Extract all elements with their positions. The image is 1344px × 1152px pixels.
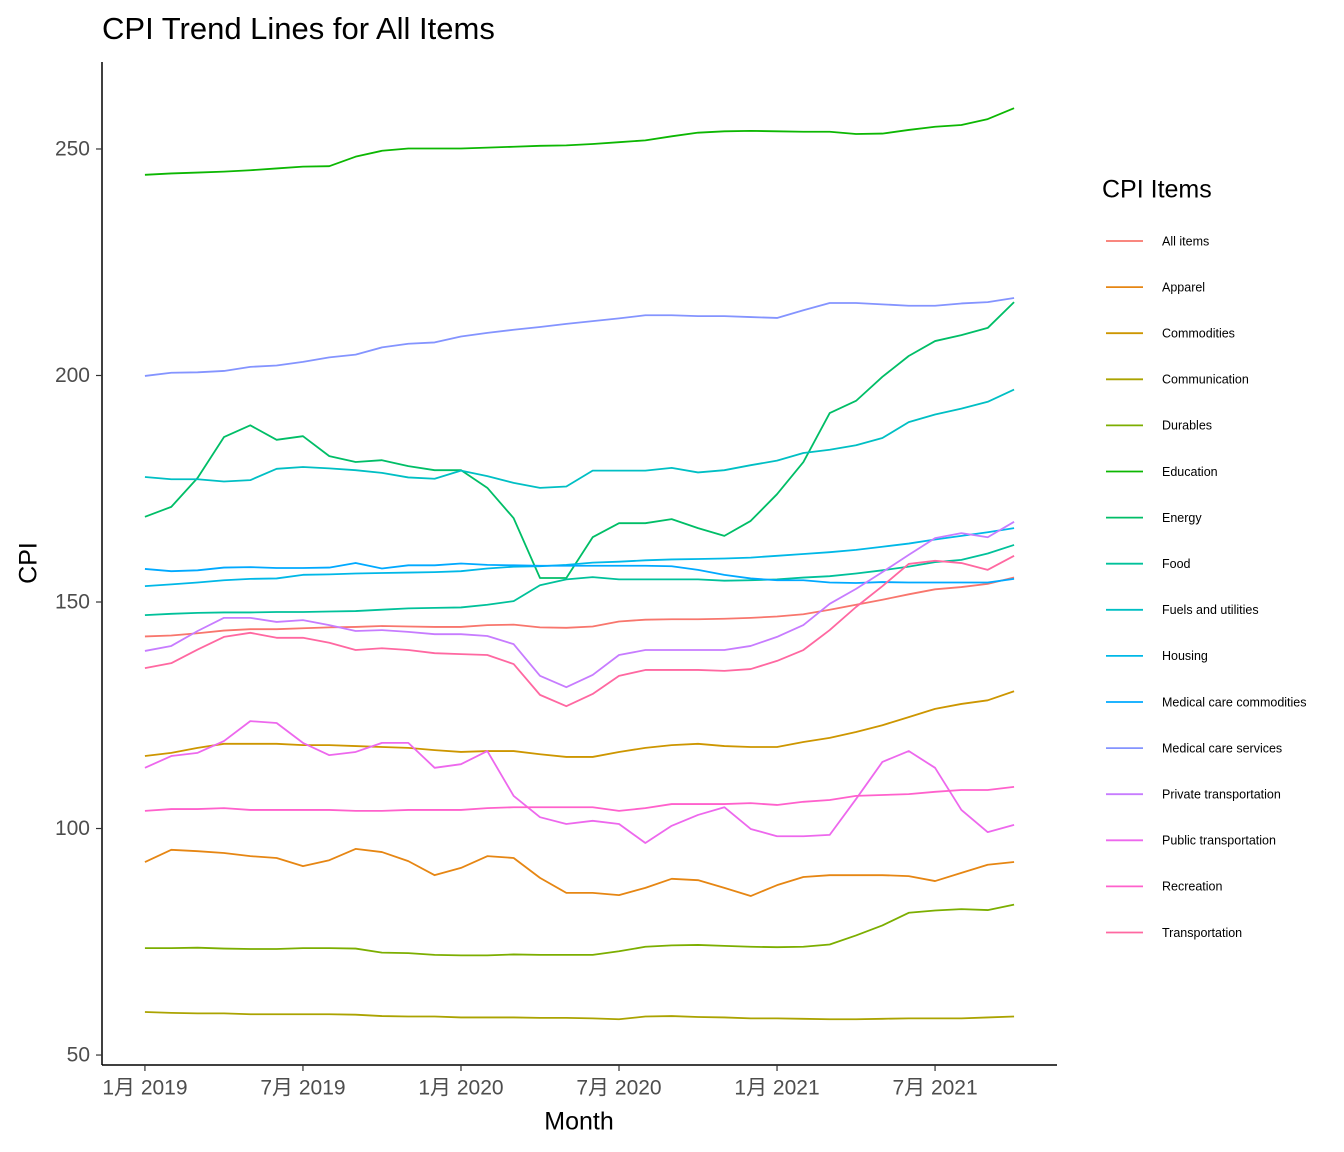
legend-label: Transportation bbox=[1162, 926, 1242, 940]
legend-label: Food bbox=[1162, 557, 1191, 571]
series-line bbox=[144, 527, 1015, 588]
y-tick-label: 250 bbox=[55, 138, 90, 161]
series-line bbox=[144, 576, 1015, 638]
legend-label: Housing bbox=[1162, 649, 1208, 663]
y-axis-title: CPI bbox=[15, 542, 43, 584]
legend-label: Durables bbox=[1162, 419, 1212, 433]
series-line bbox=[144, 301, 1015, 579]
y-tick-label: 100 bbox=[55, 817, 90, 840]
x-tick-label: 7月 2020 bbox=[576, 1077, 661, 1100]
y-tick-label: 150 bbox=[55, 591, 90, 614]
series-line bbox=[144, 785, 1015, 812]
x-tick-label: 7月 2021 bbox=[892, 1077, 977, 1100]
y-tick-label: 200 bbox=[55, 364, 90, 387]
legend-label: Energy bbox=[1162, 511, 1202, 525]
legend-label: Education bbox=[1162, 465, 1218, 479]
y-tick-label: 50 bbox=[67, 1044, 90, 1067]
x-tick-label: 1月 2021 bbox=[734, 1077, 819, 1100]
legend-label: Medical care commodities bbox=[1162, 695, 1307, 709]
x-axis-title: Month bbox=[544, 1108, 613, 1136]
series-line bbox=[144, 720, 1015, 844]
series-line bbox=[144, 562, 1015, 584]
legend-label: All items bbox=[1162, 234, 1209, 248]
series-line bbox=[144, 848, 1015, 897]
x-tick-label: 7月 2019 bbox=[260, 1077, 345, 1100]
legend-label: Public transportation bbox=[1162, 834, 1276, 848]
series-line bbox=[144, 297, 1015, 377]
series-line bbox=[144, 555, 1015, 708]
legend-label: Fuels and utilities bbox=[1162, 603, 1259, 617]
chart-title: CPI Trend Lines for All Items bbox=[102, 11, 495, 46]
series-line bbox=[144, 388, 1015, 489]
x-tick-label: 1月 2019 bbox=[102, 1077, 187, 1100]
series-line bbox=[144, 1011, 1015, 1021]
legend-label: Recreation bbox=[1162, 880, 1222, 894]
series-line bbox=[144, 521, 1015, 689]
series-line bbox=[144, 903, 1015, 957]
legend-label: Medical care services bbox=[1162, 741, 1282, 755]
series-line bbox=[144, 690, 1015, 758]
x-tick-label: 1月 2020 bbox=[418, 1077, 503, 1100]
series-line bbox=[144, 107, 1015, 176]
legend-label: Private transportation bbox=[1162, 787, 1281, 801]
legend-title: CPI Items bbox=[1102, 176, 1212, 204]
legend-label: Commodities bbox=[1162, 326, 1235, 340]
legend-label: Communication bbox=[1162, 373, 1249, 387]
series-line bbox=[144, 544, 1015, 617]
legend-label: Apparel bbox=[1162, 280, 1205, 294]
